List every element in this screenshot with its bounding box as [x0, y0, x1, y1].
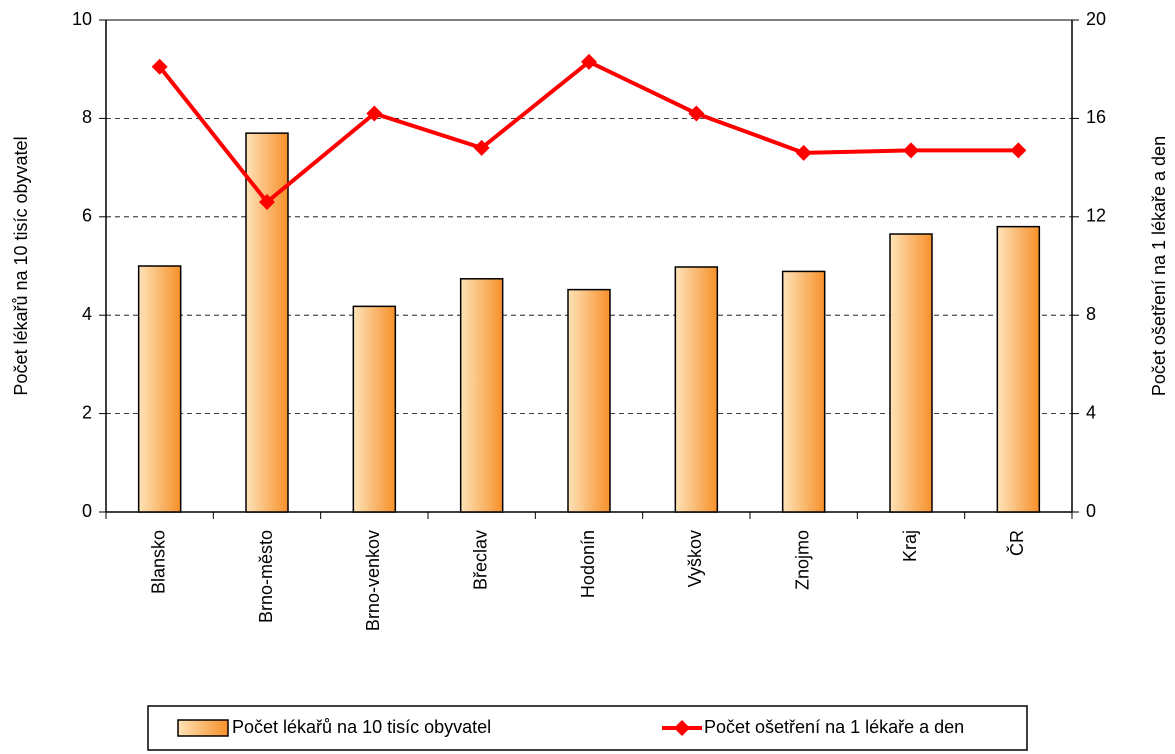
x-tick-label: Znojmo	[792, 530, 812, 590]
bar	[567, 288, 611, 513]
bar	[137, 265, 182, 513]
x-tick-label: Břeclav	[470, 530, 490, 590]
line-marker	[903, 142, 919, 159]
line-marker	[259, 194, 275, 211]
line-marker	[688, 105, 705, 122]
bar	[674, 266, 719, 513]
line-marker	[151, 58, 168, 75]
x-tick-label: Vyškov	[685, 530, 705, 587]
y-tick-label: 8	[82, 107, 92, 127]
line-marker	[581, 53, 597, 70]
line-marker	[795, 144, 812, 161]
y2-axis-title: Počet ošetření na 1 lékaře a den	[1149, 136, 1169, 396]
x-tick-label: Hodonín	[578, 530, 598, 598]
line-marker	[1010, 142, 1027, 159]
y2-tick-label: 8	[1086, 304, 1096, 324]
legend-label: Počet ošetření na 1 lékaře a den	[704, 717, 964, 737]
bar	[781, 270, 826, 513]
bar	[889, 233, 933, 513]
y-tick-label: 10	[72, 9, 92, 29]
legend-marker	[674, 720, 690, 736]
bar	[459, 278, 504, 513]
y2-tick-label: 4	[1086, 402, 1096, 422]
y-tick-label: 0	[82, 501, 92, 521]
x-tick-label: Kraj	[900, 530, 920, 562]
y-tick-label: 6	[82, 206, 92, 226]
y-tick-label: 2	[82, 402, 92, 422]
legend-box	[147, 705, 1028, 751]
x-tick-label: Blansko	[148, 530, 168, 594]
x-tick-label: ČR	[1006, 530, 1027, 556]
y-tick-label: 4	[82, 304, 92, 324]
y2-tick-label: 20	[1086, 9, 1106, 29]
y2-tick-label: 16	[1086, 107, 1106, 127]
legend-swatch	[177, 719, 229, 737]
bar	[352, 305, 397, 513]
line-marker	[473, 139, 490, 156]
y-axis-title: Počet lékařů na 10 tisíc obyvatel	[11, 136, 31, 395]
y2-tick-label: 12	[1086, 206, 1106, 226]
bar	[996, 225, 1041, 513]
line-marker	[366, 105, 383, 122]
y2-tick-label: 0	[1086, 501, 1096, 521]
legend-label: Počet lékařů na 10 tisíc obyvatel	[232, 717, 491, 737]
x-tick-label: Brno-město	[256, 530, 276, 623]
x-tick-label: Brno-venkov	[363, 530, 383, 631]
